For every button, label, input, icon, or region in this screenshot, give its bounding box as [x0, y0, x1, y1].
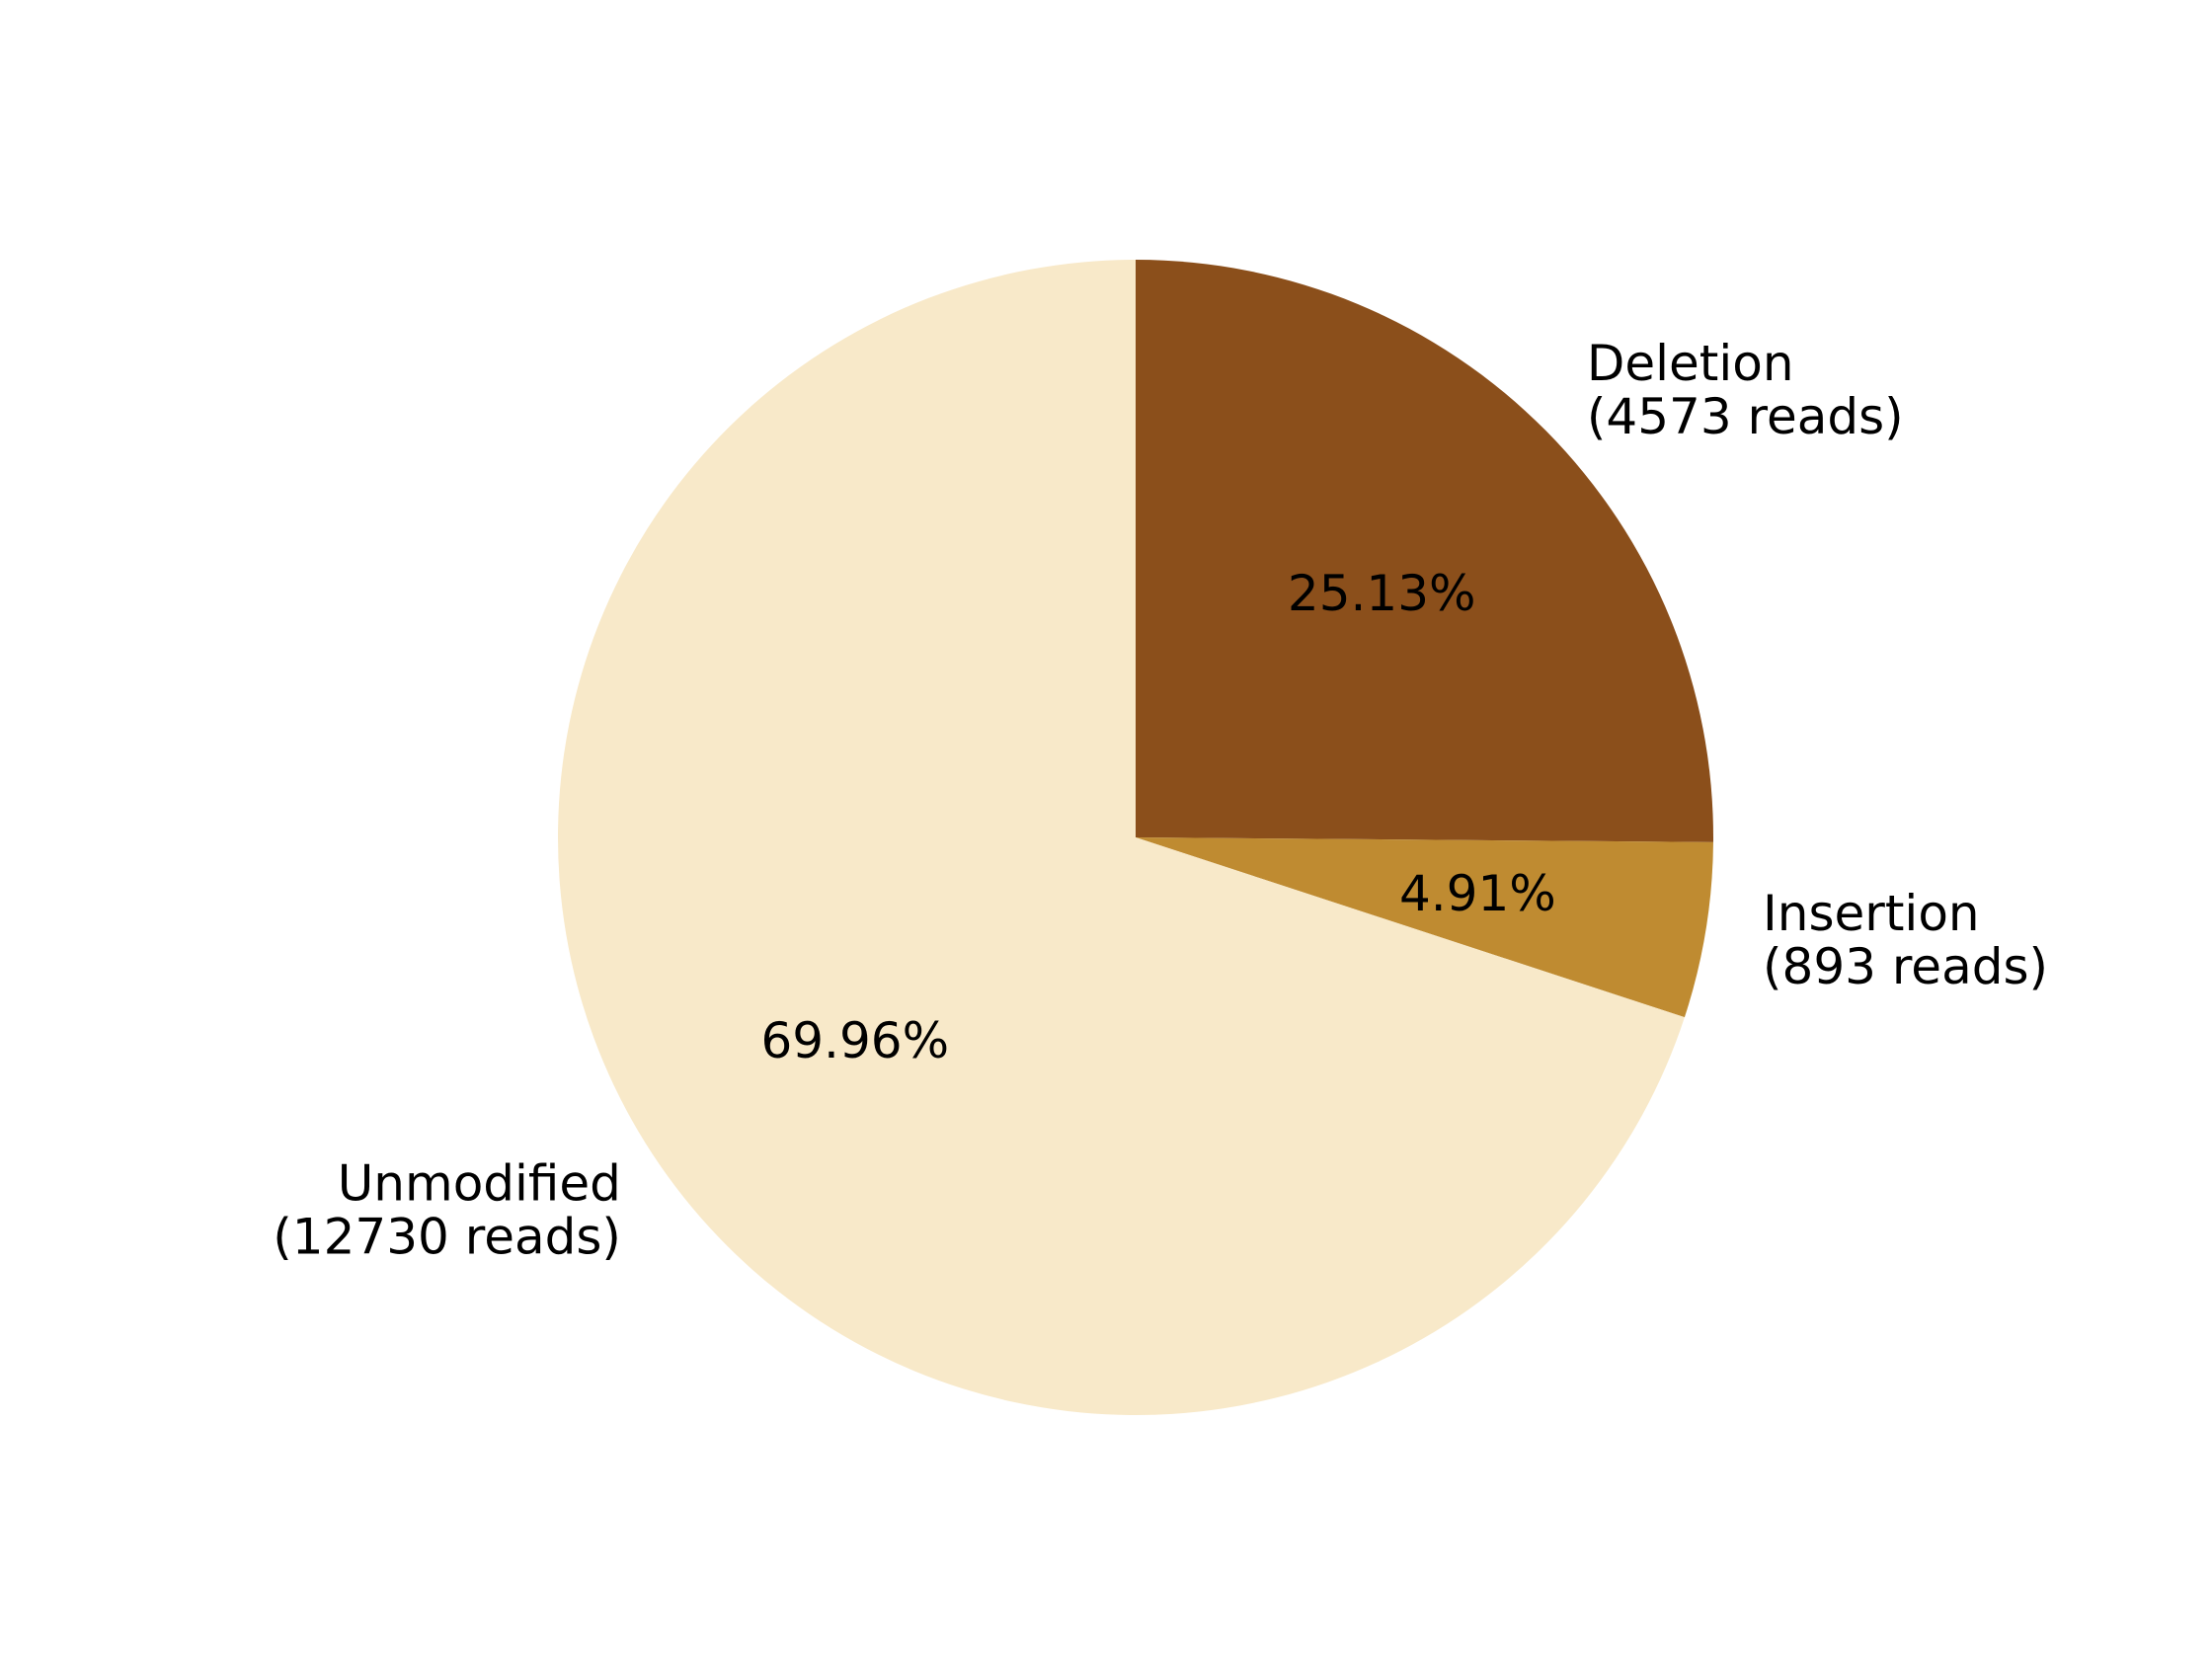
category-label-insertion-reads: (893 reads) [1763, 938, 2048, 995]
pie-labels: 25.13% Deletion(4573 reads) 4.91% Insertion… [273, 335, 2048, 1266]
pie-slice-deletion [1136, 260, 1713, 842]
category-label-deletion-reads: (4573 reads) [1587, 388, 1904, 445]
category-label-deletion-name: Deletion [1587, 335, 1794, 392]
pct-label-insertion: 4.91% [1399, 865, 1556, 922]
category-label-unmodified-reads: (12730 reads) [273, 1209, 621, 1266]
category-label-insertion-name: Insertion [1763, 885, 1980, 942]
category-label-unmodified-name: Unmodified [338, 1155, 621, 1213]
pie-slice-insertion [1136, 837, 1713, 1018]
pct-label-deletion: 25.13% [1288, 565, 1476, 622]
pie-slice-unmodified [557, 260, 1685, 1415]
pct-label-unmodified: 69.96% [760, 1012, 949, 1069]
pie-slices [557, 260, 1713, 1415]
